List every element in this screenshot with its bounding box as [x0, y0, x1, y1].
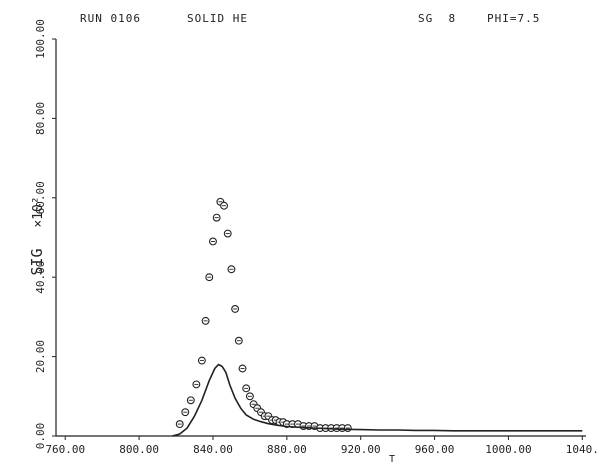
data-point — [245, 392, 254, 401]
data-point — [223, 229, 232, 238]
ticks: 760.00 800.00 840.00 880.00 920.00 960.00 1000… — [34, 19, 599, 456]
y-tick-label: 80.00 — [34, 102, 47, 135]
x-tick-label: 1000.00 — [485, 443, 531, 456]
data-point — [205, 273, 214, 282]
data-point — [201, 316, 210, 325]
x-tick-label: 840.00 — [193, 443, 233, 456]
y-axis-scale-label: ×10² — [31, 196, 46, 227]
data-point — [181, 408, 190, 417]
data-point — [231, 305, 240, 313]
y-tick-label: 0.00 — [34, 423, 47, 450]
data-point — [212, 213, 221, 222]
data-point — [343, 424, 352, 433]
run-label: RUN 0106 — [80, 12, 141, 25]
y-tick-label: 40.00 — [34, 261, 47, 294]
sg-label: SG 8 — [418, 12, 457, 25]
x-tick-label: 800.00 — [119, 443, 159, 456]
data-point — [234, 336, 243, 345]
x-tick-label: 760.00 — [45, 443, 85, 456]
data-point — [209, 237, 217, 246]
axes — [55, 39, 586, 437]
model-curve — [172, 363, 583, 437]
x-tick-label: 1040. — [566, 443, 599, 456]
data-point — [242, 384, 251, 393]
data-point — [220, 201, 228, 210]
y-axis-label: SIG — [28, 248, 46, 275]
x-tick-label: 880.00 — [267, 443, 307, 456]
x-tick-label: 960.00 — [415, 443, 455, 456]
phi-label: PHI=7.5 — [487, 12, 541, 25]
y-tick-label: 100.00 — [34, 19, 47, 59]
data-point — [186, 396, 195, 405]
y-tick-label: 20.00 — [34, 340, 47, 373]
x-axis-label: T — [389, 454, 395, 464]
data-point — [175, 420, 184, 429]
material-label: SOLID HE — [187, 12, 248, 25]
data-point — [227, 265, 236, 274]
data-point — [192, 380, 201, 389]
x-tick-label: 920.00 — [341, 443, 381, 456]
data-point — [197, 356, 206, 365]
data-point — [238, 364, 247, 373]
series-layer — [172, 197, 583, 437]
y-tick-label: 60.00 — [34, 181, 47, 214]
